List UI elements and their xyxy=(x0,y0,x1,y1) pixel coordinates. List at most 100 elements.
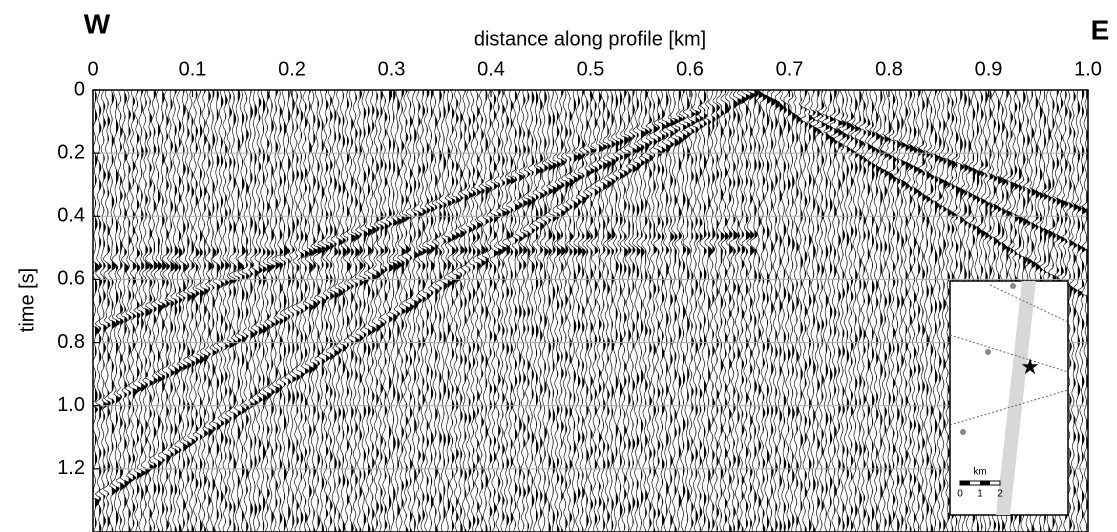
inset-line xyxy=(949,334,1069,373)
inset-cluster xyxy=(960,429,966,435)
trace-fill xyxy=(284,90,288,532)
trace-fill xyxy=(666,90,671,532)
trace-fill xyxy=(779,90,784,532)
x-tick-label: 0.5 xyxy=(577,58,605,80)
trace-fill xyxy=(313,90,318,532)
trace xyxy=(628,90,637,532)
trace xyxy=(304,90,314,532)
trace xyxy=(552,90,562,532)
trace-fill xyxy=(771,90,776,532)
inset-cluster xyxy=(1010,283,1016,289)
trace xyxy=(107,90,117,532)
trace xyxy=(170,90,180,532)
trace-fill xyxy=(334,90,339,532)
trace-fill xyxy=(893,90,897,532)
trace xyxy=(510,90,520,532)
trace xyxy=(691,90,701,532)
trace xyxy=(771,90,780,532)
trace xyxy=(128,90,138,532)
trace xyxy=(577,90,587,532)
trace-fill xyxy=(573,90,578,532)
trace-fill xyxy=(788,90,792,532)
trace xyxy=(465,90,474,532)
trace xyxy=(696,90,704,532)
trace xyxy=(246,90,255,532)
trace xyxy=(241,90,251,532)
trace xyxy=(523,90,532,532)
trace-fill xyxy=(359,90,364,532)
trace xyxy=(451,90,461,532)
trace-fill xyxy=(796,90,801,532)
trace xyxy=(724,90,734,532)
trace xyxy=(162,90,171,532)
trace xyxy=(283,90,292,532)
trace xyxy=(800,90,809,532)
trace xyxy=(388,90,398,532)
trace-fill xyxy=(531,90,536,532)
trace xyxy=(460,90,469,532)
trace-fill xyxy=(720,90,725,532)
y-tick-label: 1.0 xyxy=(57,394,85,416)
trace xyxy=(397,90,406,532)
trace xyxy=(645,90,654,532)
trace xyxy=(649,90,658,532)
trace-fill xyxy=(1010,90,1015,532)
trace xyxy=(829,90,839,532)
trace xyxy=(750,90,759,532)
trace-fill xyxy=(498,90,503,532)
trace xyxy=(1065,90,1074,532)
trace xyxy=(812,90,822,532)
x-tick-label: 0.8 xyxy=(875,58,903,80)
trace-fill xyxy=(414,90,419,532)
trace xyxy=(880,90,889,532)
trace xyxy=(99,90,108,532)
trace xyxy=(922,90,931,532)
trace-fill xyxy=(200,90,204,532)
trace-fill xyxy=(380,90,385,532)
trace xyxy=(435,90,443,532)
inset-line xyxy=(949,389,1069,426)
y-tick-label: 0.2 xyxy=(57,141,85,163)
trace-fill xyxy=(712,90,716,532)
trace-fill xyxy=(191,90,196,532)
trace xyxy=(793,90,801,532)
trace xyxy=(897,90,906,532)
trace xyxy=(586,90,595,532)
trace xyxy=(846,90,856,532)
trace xyxy=(938,90,948,532)
trace xyxy=(682,90,692,532)
trace xyxy=(187,90,196,532)
y-axis-label: time [s] xyxy=(16,268,38,332)
trace-fill xyxy=(443,90,448,532)
trace xyxy=(258,90,268,532)
trace xyxy=(275,90,284,532)
trace xyxy=(943,90,952,532)
trace xyxy=(141,90,150,532)
trace xyxy=(426,90,436,532)
trace-fill xyxy=(452,90,456,532)
trace-fill xyxy=(397,90,402,532)
trace-fill xyxy=(128,90,133,532)
trace-fill xyxy=(137,90,141,532)
trace xyxy=(804,90,814,532)
trace-fill xyxy=(153,90,158,532)
trace-fill xyxy=(733,90,738,532)
trace xyxy=(661,90,671,532)
trace xyxy=(157,90,167,532)
trace xyxy=(758,90,768,532)
trace xyxy=(93,90,100,532)
trace-fill xyxy=(439,90,443,532)
trace xyxy=(124,90,134,532)
trace xyxy=(1073,90,1083,532)
trace xyxy=(603,90,612,532)
trace-fill xyxy=(355,90,360,532)
trace xyxy=(271,90,280,532)
trace xyxy=(636,90,646,532)
trace xyxy=(720,90,730,532)
trace xyxy=(220,90,230,532)
seismic-traces xyxy=(93,90,1088,532)
trace-fill xyxy=(338,90,343,532)
trace-fill xyxy=(1023,90,1028,532)
trace xyxy=(472,90,482,532)
trace xyxy=(506,90,516,532)
